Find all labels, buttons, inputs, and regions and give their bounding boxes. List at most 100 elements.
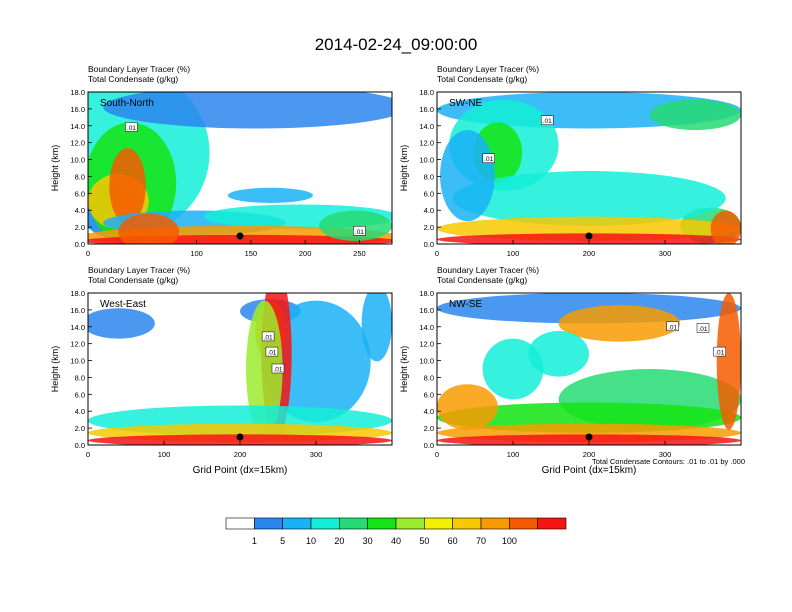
contour-label-text: .01 — [273, 367, 282, 374]
panel-label: NW-SE — [449, 299, 482, 310]
y-tick-label: 4.0 — [424, 407, 434, 416]
y-tick-label: 4.0 — [75, 206, 85, 215]
contour-label: .01 — [540, 115, 554, 125]
y-axis-label: Height (km) — [50, 346, 60, 393]
y-tick-label: 4.0 — [424, 206, 434, 215]
y-axis-label: Height (km) — [50, 145, 60, 192]
y-tick-label: 8.0 — [424, 172, 434, 181]
y-axis-label: Height (km) — [399, 346, 409, 393]
colorbar-swatch — [254, 517, 283, 530]
panel-header-tracer: Boundary Layer Tracer (%) — [437, 64, 539, 74]
x-tick-label: 200 — [299, 249, 312, 258]
colorbar-swatch — [310, 517, 340, 530]
colorbar-label: 60 — [448, 536, 458, 546]
colorbar-label: 5 — [280, 536, 285, 546]
panel-2: Boundary Layer Tracer (%)Total Condensat… — [399, 64, 742, 258]
contour-label: .01 — [353, 226, 366, 236]
x-tick-label: 250 — [353, 249, 366, 258]
contour-label: .01 — [666, 321, 679, 331]
y-tick-label: 8.0 — [424, 373, 434, 382]
x-tick-label: 300 — [310, 450, 323, 459]
panel-header-condensate: Total Condensate (g/kg) — [437, 275, 527, 285]
x-tick-label: 0 — [435, 249, 439, 258]
contour-label: .01 — [261, 331, 275, 341]
y-tick-label: 10.0 — [70, 156, 85, 165]
y-tick-label: 10.0 — [419, 357, 434, 366]
y-tick-label: 14.0 — [70, 323, 85, 332]
x-tick-label: 300 — [659, 249, 672, 258]
field-patch — [88, 308, 155, 339]
x-tick-label: 100 — [507, 450, 520, 459]
x-tick-label: 200 — [234, 450, 247, 459]
x-tick-label: 200 — [583, 249, 596, 258]
tracer-field — [88, 92, 392, 244]
panel-4: Boundary Layer Tracer (%)Total Condensat… — [399, 265, 742, 476]
location-marker — [585, 232, 593, 240]
x-tick-label: 0 — [86, 450, 90, 459]
panel-1: Boundary Layer Tracer (%)Total Condensat… — [50, 64, 393, 258]
field-patch — [440, 130, 495, 222]
colorbar-swatch — [509, 517, 538, 530]
y-tick-label: 0.0 — [424, 240, 434, 249]
y-tick-label: 12.0 — [70, 340, 85, 349]
field-patch — [649, 99, 741, 130]
y-tick-label: 18.0 — [70, 289, 85, 298]
colorbar-label: 30 — [363, 536, 373, 546]
y-tick-label: 16.0 — [70, 105, 85, 114]
y-tick-label: 18.0 — [70, 88, 85, 97]
field-patch — [103, 92, 392, 129]
y-tick-label: 12.0 — [70, 139, 85, 148]
location-marker — [236, 433, 244, 441]
y-tick-label: 0.0 — [75, 441, 85, 450]
colorbar-swatch — [537, 517, 567, 530]
field-patch — [452, 171, 726, 226]
y-tick-label: 10.0 — [419, 156, 434, 165]
colorbar-label: 50 — [419, 536, 429, 546]
y-tick-label: 0.0 — [75, 240, 85, 249]
y-tick-label: 2.0 — [75, 424, 85, 433]
colorbar-swatch — [395, 517, 425, 530]
y-tick-label: 14.0 — [70, 122, 85, 131]
y-tick-label: 18.0 — [419, 88, 434, 97]
contour-label: .01 — [482, 153, 495, 163]
contour-label-text: .01 — [484, 156, 493, 163]
field-patch — [227, 187, 313, 203]
field-patch — [319, 210, 392, 241]
contour-label-text: .01 — [543, 118, 552, 125]
x-axis-label: Grid Point (dx=15km) — [193, 465, 288, 476]
field-patch — [710, 210, 741, 244]
colorbar-swatch — [225, 517, 255, 530]
field-patch — [109, 148, 146, 225]
figure-title: 2014-02-24_09:00:00 — [315, 35, 478, 54]
panel-header-tracer: Boundary Layer Tracer (%) — [437, 265, 539, 275]
y-tick-label: 10.0 — [70, 357, 85, 366]
x-tick-label: 300 — [659, 450, 672, 459]
y-tick-label: 6.0 — [424, 390, 434, 399]
x-tick-label: 150 — [245, 249, 258, 258]
y-tick-label: 2.0 — [75, 223, 85, 232]
panel-header-condensate: Total Condensate (g/kg) — [88, 275, 178, 285]
colorbar-swatch — [452, 517, 482, 530]
location-marker — [236, 232, 244, 240]
field-patch — [437, 384, 498, 430]
y-tick-label: 16.0 — [419, 105, 434, 114]
colorbar-label: 40 — [391, 536, 401, 546]
contour-label: .01 — [696, 323, 710, 333]
contour-label-text: .01 — [355, 229, 364, 236]
colorbar-label: 70 — [476, 536, 486, 546]
contour-label-text: .01 — [668, 324, 677, 331]
panel-label: West-East — [100, 299, 146, 310]
y-tick-label: 8.0 — [75, 373, 85, 382]
contour-label: .01 — [713, 346, 726, 357]
contour-label-text: .01 — [267, 350, 276, 357]
x-tick-label: 100 — [190, 249, 203, 258]
y-axis-label: Height (km) — [399, 145, 409, 192]
colorbar-swatch — [424, 517, 453, 530]
x-axis-label: Grid Point (dx=15km) — [542, 465, 637, 476]
y-tick-label: 12.0 — [419, 139, 434, 148]
y-tick-label: 4.0 — [75, 407, 85, 416]
contour-footnote: Total Condensate Contours: .01 to .01 by… — [592, 457, 745, 466]
contour-label-text: .01 — [264, 334, 273, 341]
colorbar-label: 20 — [334, 536, 344, 546]
